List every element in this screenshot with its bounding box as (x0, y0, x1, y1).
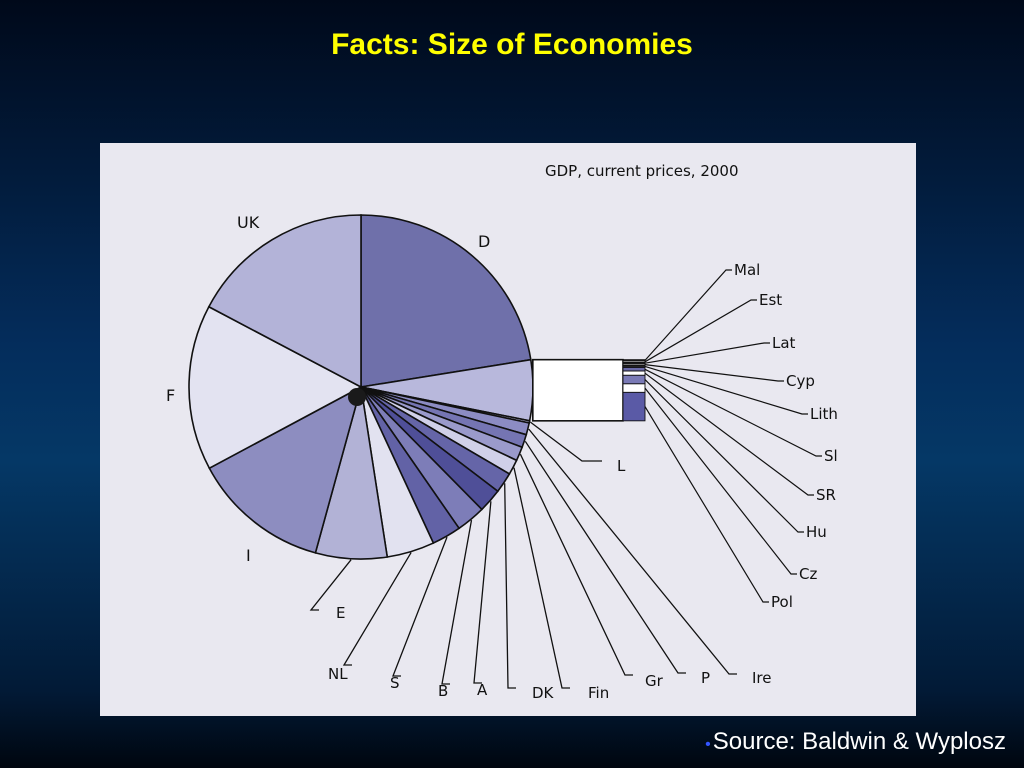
label-nl: NL (328, 665, 348, 683)
label-sl: Sl (824, 447, 838, 465)
leader-a (473, 501, 492, 684)
label-ire: Ire (752, 669, 772, 687)
label-uk: UK (237, 213, 260, 232)
label-s: S (390, 674, 400, 692)
leader-hu (644, 379, 804, 533)
label-f: F (166, 386, 175, 405)
slide-title: Facts: Size of Economies (331, 28, 693, 61)
detail-stack (532, 358, 646, 422)
pie-slices (188, 214, 534, 560)
leader-nl (342, 552, 412, 666)
chart-panel: D UK F I E NL S B A DK Fin Gr P Ire L Mal Est Lat Cyp Lith S… (100, 143, 916, 716)
leader-e (309, 559, 352, 611)
leader-pol (644, 406, 769, 603)
slice-i (208, 385, 363, 554)
leader-lat (644, 342, 770, 364)
label-dk: DK (532, 684, 555, 702)
slice-f (188, 305, 363, 470)
leader-fin (513, 467, 570, 689)
leader-b (441, 519, 473, 685)
leader-s (392, 536, 448, 677)
label-est: Est (759, 291, 782, 309)
source-note: •Source: Baldwin & Wyplosz (705, 728, 1006, 756)
label-gr: Gr (645, 672, 664, 690)
detail-box (532, 358, 624, 422)
label-i: I (246, 546, 251, 565)
stack-sr (622, 370, 646, 376)
slice-d (360, 214, 532, 388)
label-d: D (478, 232, 490, 251)
leader-ire (528, 428, 737, 675)
source-text: Source: Baldwin & Wyplosz (712, 728, 1006, 755)
label-cyp: Cyp (786, 372, 815, 390)
bullet-icon: • (705, 736, 711, 753)
leader-lith (644, 365, 808, 415)
label-cz: Cz (799, 565, 817, 583)
label-lith: Lith (810, 405, 838, 423)
leader-cyp (644, 364, 784, 382)
leader-p (524, 440, 686, 674)
label-p: P (701, 669, 710, 687)
pie-chart: D UK F I E NL S B A DK Fin Gr P Ire L Mal Est Lat Cyp Lith S… (166, 162, 838, 702)
leader-cz (644, 387, 797, 575)
label-pol: Pol (771, 593, 793, 611)
leader-l (530, 421, 602, 462)
label-fin: Fin (588, 684, 609, 702)
leader-dk (504, 483, 516, 689)
leader-lines (309, 269, 822, 689)
slice-labels: D UK F I E NL S B A DK Fin Gr P Ire L Mal Est Lat Cyp Lith S… (166, 213, 838, 702)
leader-sr (644, 372, 814, 496)
label-lat: Lat (772, 334, 796, 352)
stack-cz (622, 383, 646, 393)
chart-title: GDP, current prices, 2000 (545, 162, 739, 180)
leader-sl (644, 368, 822, 457)
label-e: E (336, 604, 345, 622)
slice-uk (207, 214, 362, 389)
label-b: B (438, 682, 448, 700)
stack-pol (622, 391, 646, 422)
leader-est (644, 299, 757, 363)
label-l: L (617, 457, 626, 475)
label-hu: Hu (806, 523, 827, 541)
stack-sl (622, 367, 646, 372)
label-mal: Mal (734, 261, 760, 279)
stack-hu (622, 374, 646, 385)
pie-hub (348, 388, 366, 406)
leader-gr (519, 453, 633, 676)
label-a: A (477, 681, 488, 699)
leader-mal (644, 269, 732, 361)
label-sr: SR (816, 486, 836, 504)
